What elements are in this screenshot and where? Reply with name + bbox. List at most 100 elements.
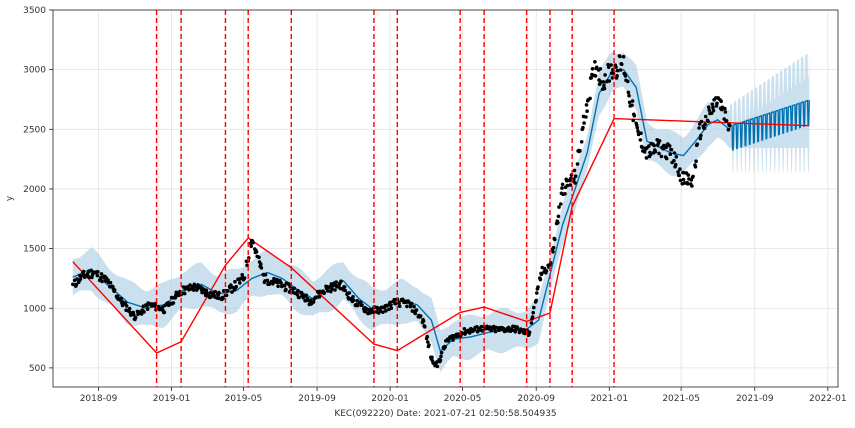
observed-point: [584, 103, 589, 107]
observed-point: [575, 162, 580, 166]
observed-point: [668, 152, 673, 156]
observed-point: [653, 149, 658, 154]
observed-point: [703, 122, 707, 126]
observed-point: [326, 289, 330, 293]
observed-point: [614, 65, 618, 69]
observed-point: [615, 74, 619, 78]
observed-point: [697, 122, 702, 126]
observed-point: [573, 181, 577, 185]
observed-point: [132, 313, 136, 317]
observed-point: [527, 330, 532, 335]
observed-point: [388, 303, 393, 308]
observed-point: [631, 118, 635, 123]
observed-point: [462, 327, 467, 331]
observed-point: [339, 279, 343, 284]
observed-point: [707, 108, 712, 112]
observed-point: [694, 159, 698, 163]
observed-point: [726, 127, 731, 132]
observed-point: [275, 277, 279, 282]
observed-point: [435, 364, 440, 369]
observed-point: [703, 114, 708, 119]
observed-point: [559, 202, 563, 206]
observed-point: [259, 262, 263, 267]
observed-point: [699, 119, 704, 124]
axes-layer: 500 1000 1500 2000 2500 3000 3500 2018-09 2019-0…: [23, 6, 847, 404]
observed-point: [706, 119, 710, 124]
observed-point: [282, 284, 287, 288]
x-tick-label: 2019-05: [225, 394, 263, 404]
observed-point: [160, 305, 165, 310]
observed-point: [308, 298, 313, 303]
observed-point: [544, 269, 549, 273]
observed-point: [695, 142, 700, 146]
x-tick-label: 2021-05: [662, 394, 700, 404]
observed-point: [127, 306, 132, 311]
observed-point: [661, 146, 665, 151]
observed-point: [435, 360, 439, 364]
y-axis-label: y: [5, 195, 15, 201]
observed-point: [351, 298, 356, 303]
observed-point: [257, 255, 261, 260]
observed-point: [439, 350, 444, 355]
observed-point: [505, 329, 510, 333]
observed-point: [588, 96, 592, 101]
observed-point: [221, 296, 225, 301]
observed-point: [427, 343, 431, 347]
observed-point: [371, 310, 376, 315]
observed-point: [421, 319, 426, 323]
observed-point: [711, 108, 716, 113]
observed-point: [259, 266, 264, 270]
observed-point: [531, 310, 535, 315]
observed-point: [173, 296, 177, 300]
observed-point: [530, 315, 535, 319]
observed-point: [279, 281, 283, 285]
observed-point: [590, 67, 595, 71]
forecast-line: [72, 68, 810, 353]
observed-point: [108, 280, 113, 285]
observed-point: [602, 86, 607, 91]
observed-point: [647, 144, 651, 148]
observed-point: [635, 126, 640, 130]
observed-point: [79, 274, 83, 279]
observed-point: [598, 67, 603, 71]
observed-point: [99, 275, 103, 280]
observed-point: [133, 315, 138, 320]
observed-point: [657, 139, 662, 143]
observed-point: [300, 293, 305, 297]
observed-point: [714, 104, 719, 108]
observed-point: [203, 293, 208, 298]
observed-point: [360, 303, 364, 308]
observed-point: [123, 301, 128, 305]
observed-point: [425, 334, 430, 339]
observed-point: [205, 291, 209, 295]
observed-point: [451, 338, 455, 342]
observed-point: [317, 294, 322, 299]
observed-point: [423, 325, 427, 329]
observed-point: [621, 54, 626, 59]
observed-point: [355, 298, 360, 303]
observed-point: [618, 54, 622, 59]
observed-point: [673, 162, 678, 167]
observed-point: [292, 286, 297, 291]
uncertainty-band: [72, 52, 810, 373]
observed-point: [557, 205, 561, 209]
observed-point: [627, 100, 632, 105]
observed-point: [697, 126, 701, 130]
x-tick-label: 2019-01: [153, 394, 191, 404]
x-tick-label: 2019-09: [298, 394, 336, 404]
observed-point: [99, 272, 104, 276]
observed-point: [431, 361, 436, 365]
observed-point: [347, 291, 352, 295]
observed-point: [579, 140, 584, 144]
observed-point: [351, 295, 355, 299]
observed-point: [376, 307, 380, 311]
x-tick-label: 2018-09: [80, 394, 118, 404]
observed-point: [639, 131, 643, 135]
observed-point: [699, 133, 703, 138]
observed-point: [551, 245, 556, 250]
observed-point: [311, 300, 316, 304]
x-tick-label: 2020-09: [517, 394, 555, 404]
observed-point: [727, 123, 732, 128]
x-tick-label: 2021-01: [590, 394, 628, 404]
